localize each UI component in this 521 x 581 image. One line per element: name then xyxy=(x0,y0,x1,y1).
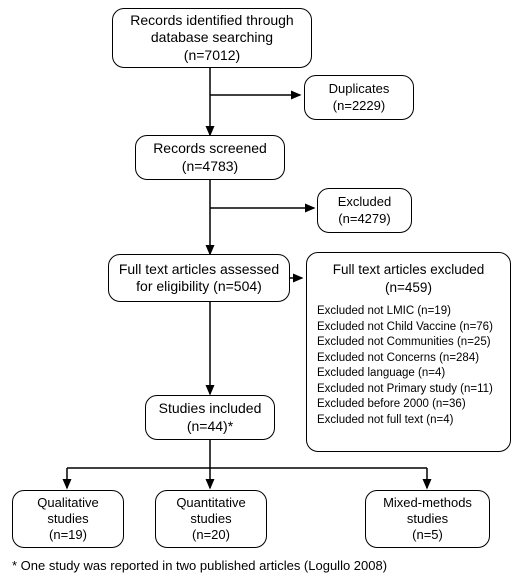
excluded-reasons-list: Excluded not LMIC (n=19) Excluded not Ch… xyxy=(313,304,504,428)
node-screened-label: Records screened xyxy=(153,140,267,158)
excluded-reason: Excluded before 2000 (n=36) xyxy=(317,397,504,413)
node-mixed-line2: studies xyxy=(407,511,448,527)
node-fulltext-assessed: Full text articles assessed for eligibil… xyxy=(108,254,290,302)
excluded-reason: Excluded not Primary study (n=11) xyxy=(317,382,504,398)
node-duplicates-n: (n=2229) xyxy=(333,98,385,114)
node-fulltext-line2: for eligibility (n=504) xyxy=(136,278,262,296)
excluded-reason: Excluded not full text (n=4) xyxy=(317,413,504,429)
node-screened-n: (n=4783) xyxy=(182,158,238,176)
node-quantitative-n: (n=20) xyxy=(192,527,230,543)
node-quantitative-line2: studies xyxy=(190,511,231,527)
excluded-reason: Excluded language (n=4) xyxy=(317,366,504,382)
node-duplicates: Duplicates (n=2229) xyxy=(304,75,414,120)
excluded-reason: Excluded not Concerns (n=284) xyxy=(317,351,504,367)
node-excluded-n: (n=4279) xyxy=(338,211,390,227)
excluded-reason: Excluded not Child Vaccine (n=76) xyxy=(317,320,504,336)
excluded-full-title2: (n=459) xyxy=(385,280,432,295)
excluded-full-title1: Full text articles excluded xyxy=(333,262,485,277)
node-fulltext-excluded: Full text articles excluded (n=459) Excl… xyxy=(306,252,511,452)
node-mixed: Mixed-methods studies (n=5) xyxy=(365,490,490,548)
prisma-flowchart: Records identified through database sear… xyxy=(0,0,521,581)
excluded-reason: Excluded not Communities (n=25) xyxy=(317,335,504,351)
node-identified-line1: Records identified through xyxy=(130,12,293,30)
node-mixed-n: (n=5) xyxy=(412,527,443,543)
node-qualitative-n: (n=19) xyxy=(49,527,87,543)
node-duplicates-label: Duplicates xyxy=(329,81,390,97)
node-screened: Records screened (n=4783) xyxy=(135,135,285,180)
node-fulltext-line1: Full text articles assessed xyxy=(119,261,279,279)
node-qualitative: Qualitative studies (n=19) xyxy=(12,490,124,548)
node-quantitative: Quantitative studies (n=20) xyxy=(155,490,267,548)
node-identified-line2: database searching xyxy=(151,29,273,47)
node-identified: Records identified through database sear… xyxy=(112,8,312,68)
node-qualitative-line1: Qualitative xyxy=(37,495,98,511)
excluded-reason: Excluded not LMIC (n=19) xyxy=(317,304,504,320)
node-qualitative-line2: studies xyxy=(47,511,88,527)
footnote: * One study was reported in two publishe… xyxy=(12,558,387,573)
node-mixed-line1: Mixed-methods xyxy=(383,495,472,511)
node-identified-n: (n=7012) xyxy=(184,47,240,65)
node-excluded-label: Excluded xyxy=(338,194,391,210)
node-included: Studies included (n=44)* xyxy=(145,395,275,440)
node-quantitative-line1: Quantitative xyxy=(176,495,245,511)
node-included-label: Studies included xyxy=(159,400,262,418)
node-excluded: Excluded (n=4279) xyxy=(317,188,412,233)
node-included-n: (n=44)* xyxy=(187,418,233,436)
